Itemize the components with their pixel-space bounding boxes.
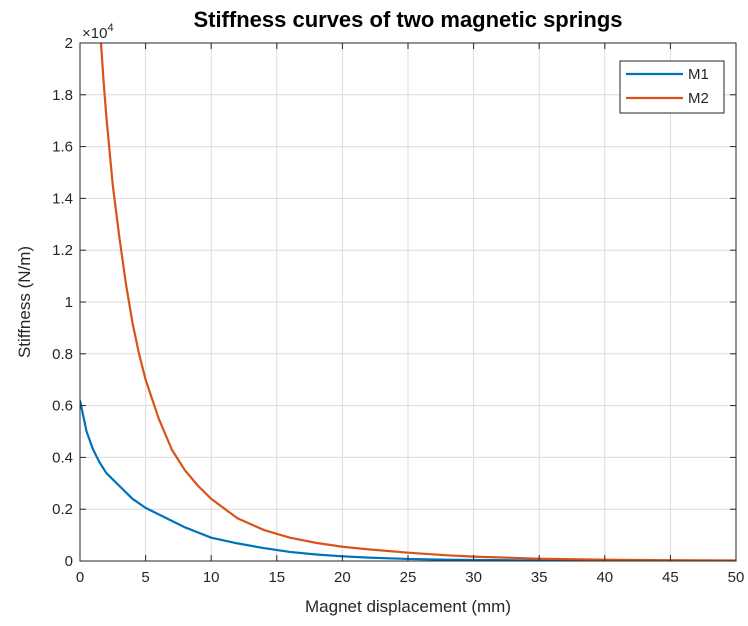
legend-label-m1: M1	[688, 66, 709, 83]
y-tick-label: 1	[65, 294, 73, 311]
y-tick-label: 1.6	[52, 139, 73, 156]
x-tick-label: 15	[268, 569, 285, 586]
series-line-m1	[80, 400, 736, 561]
x-tick-label: 5	[141, 569, 149, 586]
x-tick-label: 45	[662, 569, 679, 586]
legend-label-m2: M2	[688, 90, 709, 107]
y-axis-label: Stiffness (N/m)	[15, 246, 34, 358]
legend: M1 M2	[619, 60, 725, 114]
y-exponent-base: ×10	[82, 25, 107, 42]
x-tick-label: 25	[400, 569, 417, 586]
x-tick-label: 35	[531, 569, 548, 586]
grid	[80, 43, 736, 561]
x-tick-label: 0	[76, 569, 84, 586]
y-tick-label: 1.2	[52, 242, 73, 259]
y-tick-label: 2	[65, 35, 73, 52]
y-tick-label: 0.8	[52, 346, 73, 363]
y-tick-label: 0	[65, 553, 73, 570]
x-tick-label: 40	[596, 569, 613, 586]
x-tick-label: 10	[203, 569, 220, 586]
x-tick-label: 20	[334, 569, 351, 586]
ticks	[79, 42, 737, 562]
y-exponent-power: 4	[107, 22, 113, 34]
y-tick-label: 1.4	[52, 190, 73, 207]
series-line-m2	[99, 43, 736, 561]
x-tick-label: 50	[728, 569, 745, 586]
y-tick-label: 0.6	[52, 398, 73, 415]
plot-lines	[80, 43, 736, 561]
y-tick-label: 0.4	[52, 449, 73, 466]
tick-labels: 0 5 10 15 20 25 30 35 40 45 50 0 0.2 0.4 0.6 0.8 1 1.2 1.4…	[52, 35, 744, 586]
legend-box	[619, 60, 725, 114]
y-tick-label: 0.2	[52, 501, 73, 518]
chart-title: Stiffness curves of two magnetic springs	[193, 7, 622, 32]
x-tick-label: 30	[465, 569, 482, 586]
y-exponent: ×104	[82, 22, 114, 42]
x-axis-label: Magnet displacement (mm)	[305, 597, 511, 616]
y-tick-label: 1.8	[52, 87, 73, 104]
